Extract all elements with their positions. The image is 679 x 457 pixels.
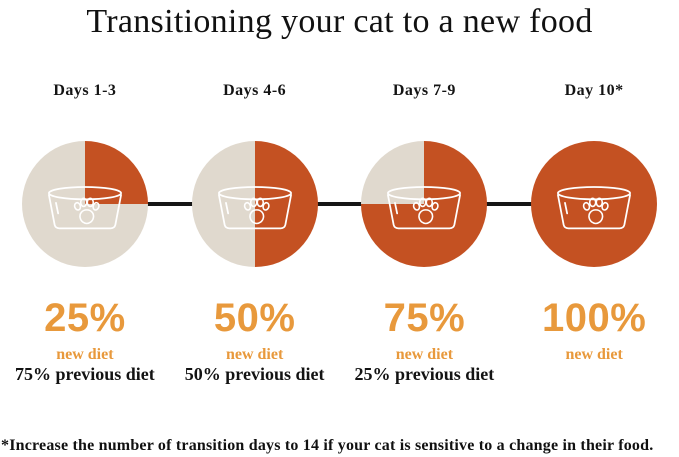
- paw-print-icon: [413, 197, 440, 225]
- previous-diet-captions-row: 75% previous diet 50% previous diet 25% …: [0, 364, 679, 385]
- new-diet-caption-stage-3: new diet: [395, 346, 454, 363]
- stage-label-days-1-3: Days 1-3: [53, 82, 117, 99]
- percent-value-stage-4: 100%: [541, 296, 647, 340]
- timeline-connector-line: [85, 202, 594, 206]
- pie-chart-stage-1: [21, 141, 148, 267]
- pie-chart-stage-2: [191, 141, 318, 267]
- new-diet-caption-stage-1: new diet: [56, 346, 114, 363]
- pie-circles-row: [0, 141, 679, 267]
- pie-chart-stage-3: [361, 141, 488, 267]
- previous-diet-caption-stage-1: 75% previous diet: [15, 364, 155, 384]
- new-diet-captions-row: new diet new diet new diet new diet: [0, 346, 679, 364]
- percent-value-stage-2: 50%: [213, 296, 296, 340]
- previous-diet-caption-stage-3: 25% previous diet: [354, 364, 495, 384]
- new-diet-caption-stage-4: new diet: [565, 346, 623, 363]
- pet-bowl-icon: [47, 186, 122, 230]
- new-diet-caption-stage-2: new diet: [225, 346, 284, 363]
- pet-bowl-icon: [557, 186, 632, 230]
- stage-labels-row: Days 1-3 Days 4-6 Days 7-9 Day 10*: [0, 82, 679, 100]
- page-title: Transitioning your cat to a new food: [86, 3, 593, 40]
- paw-print-icon: [243, 197, 270, 225]
- previous-diet-caption-stage-2: 50% previous diet: [184, 364, 325, 384]
- percent-value-stage-3: 75%: [383, 296, 466, 340]
- pie-chart-stage-4: [531, 141, 658, 267]
- paw-print-icon: [73, 197, 100, 225]
- percent-value-stage-1: 25%: [44, 296, 126, 340]
- stage-label-days-4-6: Days 4-6: [223, 82, 287, 99]
- footnote: *Increase the number of transition days …: [1, 437, 654, 454]
- pet-bowl-icon: [217, 186, 292, 230]
- stage-label-day-10: Day 10*: [564, 82, 624, 99]
- stage-label-days-7-9: Days 7-9: [392, 82, 456, 99]
- paw-print-icon: [582, 197, 609, 225]
- percent-values-row: 25% 50% 75% 100%: [0, 296, 679, 341]
- pet-bowl-icon: [387, 186, 462, 230]
